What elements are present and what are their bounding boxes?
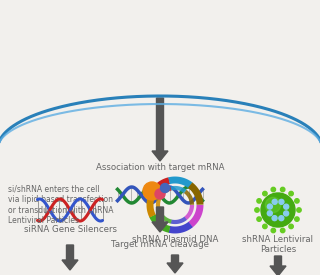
Circle shape (267, 204, 272, 209)
Text: shRNA Lentiviral
Particles: shRNA Lentiviral Particles (243, 235, 314, 254)
Circle shape (257, 199, 261, 203)
Circle shape (267, 211, 272, 216)
Circle shape (279, 216, 284, 221)
Circle shape (295, 199, 299, 203)
Circle shape (289, 224, 293, 229)
Circle shape (265, 197, 281, 213)
Circle shape (272, 199, 277, 204)
Text: Target mRNA cleavage: Target mRNA cleavage (111, 240, 209, 249)
Circle shape (295, 217, 299, 221)
Circle shape (284, 204, 289, 209)
Text: shRNA Plasmid DNA: shRNA Plasmid DNA (132, 235, 218, 244)
Text: siRNA Gene Silencers: siRNA Gene Silencers (23, 225, 116, 234)
Text: si/shRNA enters the cell
via lipid-based transfection
or transduction with shRNA: si/shRNA enters the cell via lipid-based… (8, 185, 114, 225)
Circle shape (261, 193, 295, 227)
Polygon shape (152, 98, 168, 161)
Text: Association with target mRNA: Association with target mRNA (96, 163, 224, 172)
Polygon shape (62, 245, 78, 270)
Circle shape (272, 216, 277, 221)
Circle shape (255, 208, 259, 212)
Circle shape (279, 199, 284, 204)
Circle shape (284, 211, 289, 216)
Circle shape (257, 217, 261, 221)
Circle shape (280, 187, 285, 192)
Polygon shape (167, 255, 183, 273)
Circle shape (271, 187, 276, 192)
Polygon shape (152, 207, 168, 232)
Circle shape (271, 228, 276, 233)
Circle shape (297, 208, 301, 212)
Circle shape (143, 182, 161, 200)
Circle shape (263, 224, 267, 229)
Circle shape (155, 189, 165, 199)
Polygon shape (270, 256, 286, 275)
Circle shape (161, 183, 170, 192)
Circle shape (280, 228, 285, 233)
Circle shape (289, 191, 293, 196)
Circle shape (263, 191, 267, 196)
